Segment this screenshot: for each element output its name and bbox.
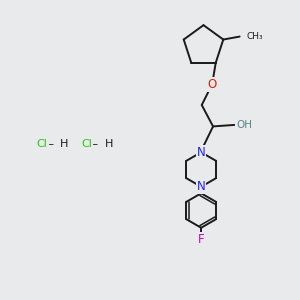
Text: Cl: Cl — [81, 139, 92, 149]
Text: N: N — [197, 180, 206, 193]
Text: O: O — [208, 78, 217, 91]
Text: –: – — [45, 139, 57, 149]
Text: OH: OH — [236, 120, 252, 130]
Text: –: – — [89, 139, 102, 149]
Text: H: H — [104, 139, 113, 149]
Text: CH₃: CH₃ — [246, 32, 263, 41]
Text: H: H — [60, 139, 68, 149]
Text: Cl: Cl — [37, 139, 47, 149]
Text: F: F — [198, 232, 205, 246]
Text: N: N — [197, 146, 206, 159]
